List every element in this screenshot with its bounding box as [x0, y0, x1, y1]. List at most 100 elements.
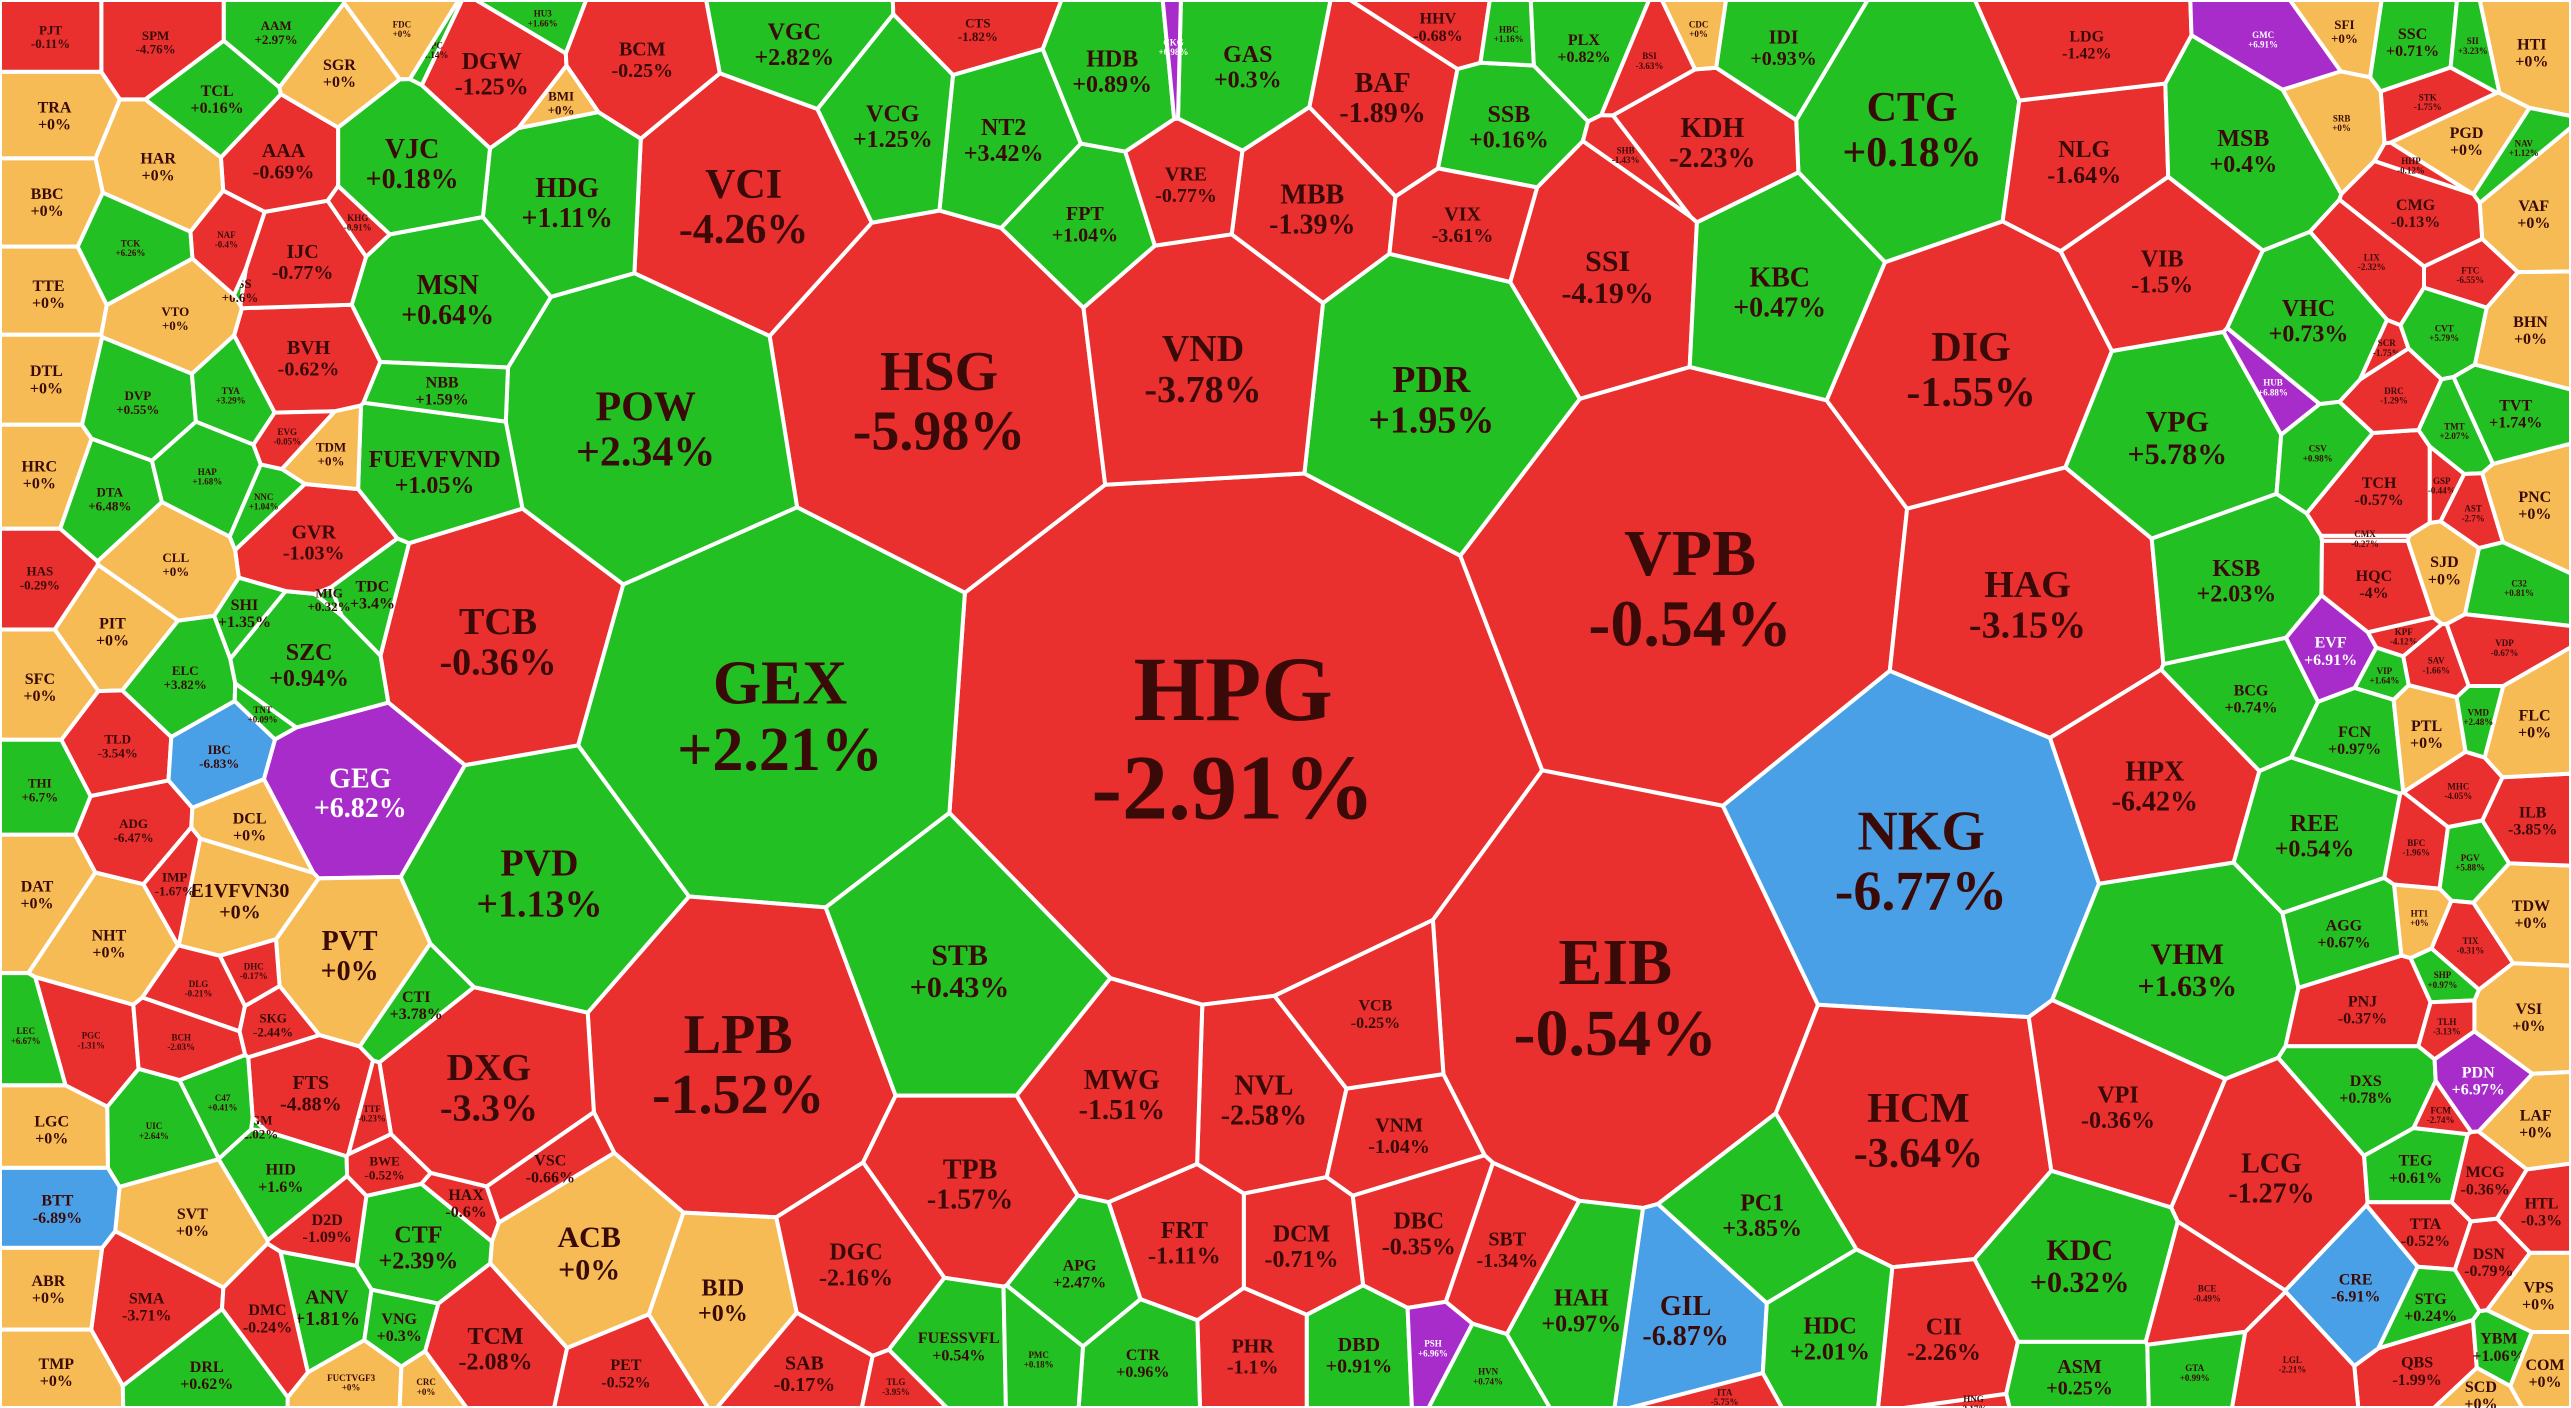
- cell-sii[interactable]: SII+3.23%: [2448, 0, 2502, 95]
- cell-aam[interactable]: AAM+2.97%: [221, 0, 347, 91]
- cell-tcb[interactable]: TCB-0.36%: [378, 506, 626, 768]
- cell-shape[interactable]: [2026, 997, 2228, 1210]
- cell-shape[interactable]: [890, 0, 1064, 78]
- cell-gex[interactable]: GEX+2.21%: [575, 504, 967, 910]
- cell-mcg[interactable]: MCG-0.36%: [2449, 1129, 2530, 1224]
- cell-hag[interactable]: HAG-3.15%: [1887, 465, 2166, 741]
- cell-shape[interactable]: [552, 1311, 711, 1408]
- cell-hap[interactable]: HAP+1.68%: [149, 419, 263, 540]
- cell-ttf[interactable]: TTF-0.23%: [345, 1057, 394, 1158]
- cell-hbc[interactable]: HBC+1.16%: [1478, 0, 1536, 68]
- cell-ctg[interactable]: CTG+0.18%: [1794, 0, 2022, 265]
- cell-phr[interactable]: PHR-1.1%: [1195, 1285, 1309, 1408]
- cell-pvt[interactable]: PVT+0%: [273, 874, 433, 1049]
- cell-shape[interactable]: [75, 190, 195, 308]
- cell-kbc[interactable]: KBC+0.47%: [1687, 169, 1888, 403]
- cell-has[interactable]: HAS-0.29%: [0, 526, 100, 632]
- cell-nkg[interactable]: NKG-6.77%: [1720, 668, 2102, 1020]
- cell-shape[interactable]: [2462, 540, 2571, 629]
- cell-dsn[interactable]: DSN-0.79%: [2452, 1216, 2533, 1314]
- cell-hng[interactable]: HNG-3.17%: [1904, 1391, 2012, 1408]
- cell-shape[interactable]: [1001, 1283, 1086, 1408]
- cell-pow[interactable]: POW+2.34%: [503, 271, 800, 587]
- cell-nt2[interactable]: NT2+3.42%: [937, 46, 1084, 231]
- cell-ijc[interactable]: IJC-0.77%: [238, 198, 369, 311]
- cell-pc1[interactable]: PC1+3.85%: [1654, 1110, 1860, 1306]
- cell-bch[interactable]: BCH-2.03%: [131, 995, 248, 1083]
- cell-hvn[interactable]: HVN+0.74%: [1426, 1321, 1553, 1408]
- cell-d2d[interactable]: D2D-1.09%: [265, 1173, 369, 1269]
- cell-shape[interactable]: [1628, 1370, 1785, 1408]
- cell-fuessvfl[interactable]: FUESSVFL+0.54%: [886, 1275, 1008, 1408]
- cell-gil[interactable]: GIL-6.87%: [1612, 1201, 1769, 1408]
- cell-vip[interactable]: VIP+1.64%: [2351, 645, 2411, 702]
- cell-pet[interactable]: PET-0.52%: [552, 1311, 711, 1408]
- cell-shape[interactable]: [2318, 533, 2412, 543]
- cell-shape[interactable]: [285, 1337, 404, 1408]
- cell-ctr[interactable]: CTR+0.96%: [1076, 1296, 1203, 1408]
- cell-hu3[interactable]: HU3+1.66%: [472, 0, 589, 57]
- cell-mig[interactable]: MIG+0.32%: [308, 584, 351, 622]
- cell-pjt[interactable]: PJT-0.11%: [0, 0, 104, 74]
- cell-hdc[interactable]: HDC+2.01%: [1760, 1247, 1895, 1408]
- cell-ldg[interactable]: LDG-1.42%: [1972, 0, 2194, 103]
- cell-hsg[interactable]: HSG-5.98%: [767, 208, 1108, 596]
- cell-vib[interactable]: VIB-1.5%: [2058, 174, 2266, 354]
- cell-shape[interactable]: [1426, 1321, 1553, 1408]
- cell-srb[interactable]: SRB+0%: [2279, 69, 2387, 198]
- cell-tpb[interactable]: TPB-1.57%: [860, 1093, 1081, 1289]
- cell-shape[interactable]: [227, 462, 309, 554]
- cell-shape[interactable]: [2416, 998, 2477, 1062]
- cell-shape[interactable]: [2429, 898, 2516, 993]
- cell-shape[interactable]: [1598, 0, 1698, 118]
- cell-fuctvgf3[interactable]: FUCTVGF3+0%: [285, 1337, 404, 1408]
- cell-shape[interactable]: [325, 182, 393, 260]
- cell-cti[interactable]: CTI+3.78%: [357, 940, 477, 1065]
- cell-evg[interactable]: EVG-0.05%: [251, 409, 340, 472]
- cell-shape[interactable]: [2351, 645, 2411, 702]
- cell-c32[interactable]: C32+0.81%: [2462, 540, 2571, 629]
- cell-shape[interactable]: [0, 0, 104, 74]
- cell-stg[interactable]: STG+0.24%: [2374, 1264, 2482, 1352]
- cell-shape[interactable]: [1160, 0, 1183, 122]
- cell-cts[interactable]: CTS-1.82%: [890, 0, 1064, 78]
- cell-tnt[interactable]: TNT+0.09%: [232, 679, 301, 742]
- cell-msn[interactable]: MSN+0.64%: [349, 214, 554, 370]
- cell-vng[interactable]: VNG+0.3%: [362, 1287, 441, 1370]
- cell-asm[interactable]: ASM+0.25%: [2004, 1339, 2151, 1408]
- cell-lec[interactable]: LEC+6.67%: [0, 971, 69, 1088]
- cell-abr[interactable]: ABR+0%: [0, 1245, 105, 1332]
- cell-szc[interactable]: SZC+0.94%: [228, 589, 391, 730]
- cell-evf[interactable]: EVF+6.91%: [2283, 592, 2379, 705]
- cell-vnd[interactable]: VND-3.78%: [1081, 232, 1326, 487]
- cell-nnc[interactable]: NNC+1.04%: [227, 462, 309, 554]
- cell-vix[interactable]: VIX-3.61%: [1387, 166, 1540, 285]
- cell-shape[interactable]: [345, 1057, 394, 1158]
- cell-shape[interactable]: [1195, 1285, 1309, 1408]
- cell-shape[interactable]: [1478, 0, 1536, 68]
- cell-shape[interactable]: [859, 1347, 950, 1408]
- cell-shape[interactable]: [1324, 1071, 1488, 1198]
- cell-ree[interactable]: REE+0.54%: [2231, 755, 2403, 916]
- cell-lpb[interactable]: LPB-1.52%: [585, 894, 898, 1220]
- cell-bsi[interactable]: BSI-3.63%: [1598, 0, 1698, 118]
- cell-tlg[interactable]: TLG-3.95%: [859, 1347, 950, 1408]
- cell-shape[interactable]: [1760, 1247, 1895, 1408]
- cell-hax[interactable]: HAX-0.6%: [418, 1170, 502, 1245]
- cell-shape[interactable]: [221, 0, 347, 91]
- cell-shape[interactable]: [360, 359, 511, 424]
- cell-shape[interactable]: [1271, 916, 1446, 1091]
- cell-fcm[interactable]: FCM-2.74%: [2410, 1076, 2474, 1137]
- cell-ita[interactable]: ITA-5.75%: [1628, 1370, 1785, 1408]
- cell-shape[interactable]: [2410, 1076, 2474, 1137]
- cell-bcm[interactable]: BCM-0.25%: [563, 0, 722, 142]
- cell-drc[interactable]: DRC-1.29%: [2336, 345, 2444, 436]
- cell-shape[interactable]: [310, 584, 346, 622]
- cell-nbb[interactable]: NBB+1.59%: [360, 359, 511, 424]
- cell-bmi[interactable]: BMI+0%: [513, 62, 602, 132]
- cell-vnm[interactable]: VNM-1.04%: [1324, 1071, 1488, 1198]
- cell-shape[interactable]: [513, 62, 602, 132]
- cell-nav[interactable]: NAV+1.12%: [2471, 105, 2571, 206]
- cell-shape[interactable]: [341, 0, 461, 82]
- cell-shape[interactable]: [0, 971, 69, 1088]
